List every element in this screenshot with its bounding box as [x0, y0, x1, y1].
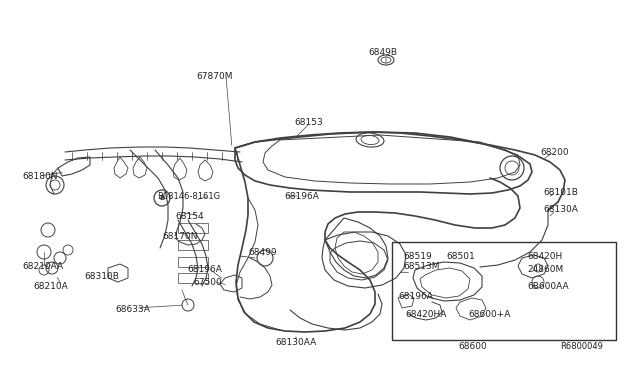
Text: 67870M: 67870M: [196, 72, 233, 81]
Text: 68210AA: 68210AA: [22, 262, 63, 271]
Text: 68600: 68600: [459, 342, 488, 351]
Text: 68501: 68501: [446, 252, 475, 261]
Text: 6B600AA: 6B600AA: [527, 282, 568, 291]
Text: R6800049: R6800049: [561, 342, 604, 351]
Text: B: B: [159, 195, 164, 201]
Text: 68154: 68154: [175, 212, 204, 221]
Text: 68196A: 68196A: [398, 292, 433, 301]
Text: 68170N: 68170N: [162, 232, 198, 241]
Text: B08146-8161G: B08146-8161G: [157, 192, 220, 201]
Text: 68130AA: 68130AA: [275, 338, 317, 347]
Text: 68310B: 68310B: [84, 272, 119, 281]
Bar: [392, 242, 616, 340]
Text: 68200: 68200: [540, 148, 568, 157]
Text: 68180N: 68180N: [22, 172, 58, 181]
Text: 68420HA: 68420HA: [405, 310, 446, 319]
Text: 68499: 68499: [248, 248, 276, 257]
Text: 68210A: 68210A: [33, 282, 68, 291]
Text: 24860M: 24860M: [527, 265, 563, 274]
Text: 68101B: 68101B: [543, 188, 578, 197]
Text: 68196A: 68196A: [187, 265, 222, 274]
Text: 68633A: 68633A: [115, 305, 150, 314]
Text: 68130A: 68130A: [543, 205, 578, 214]
Text: 68153: 68153: [294, 118, 323, 127]
Text: 68519: 68519: [403, 252, 432, 261]
Text: 67500: 67500: [193, 278, 221, 287]
Text: 68420H: 68420H: [527, 252, 563, 261]
Text: 6849B: 6849B: [369, 48, 397, 57]
Text: 68513M: 68513M: [403, 262, 440, 271]
Text: 68600+A: 68600+A: [468, 310, 510, 319]
Text: 68196A: 68196A: [284, 192, 319, 201]
